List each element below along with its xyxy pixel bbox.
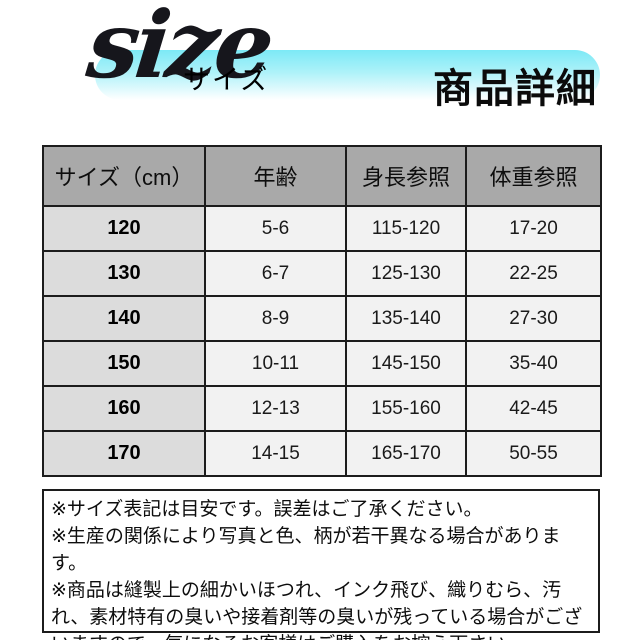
table-cell-height: 155-160 (345, 385, 467, 432)
table-cell-age: 12-13 (204, 385, 347, 432)
header-accent-bar (95, 50, 600, 100)
table-cell-size: 120 (42, 205, 206, 252)
size-table: サイズ（cm） 年齢 身長参照 体重参照 120 5-6 115-120 17-… (42, 145, 602, 477)
table-cell-weight: 22-25 (465, 250, 602, 297)
table-row: 140 8-9 135-140 27-30 (42, 295, 602, 342)
col-header-age: 年齢 (204, 145, 347, 207)
table-cell-weight: 42-45 (465, 385, 602, 432)
notes-box: ※サイズ表記は目安です。誤差はご了承ください。 ※生産の関係により写真と色、柄が… (42, 489, 600, 640)
table-cell-height: 135-140 (345, 295, 467, 342)
table-cell-size: 160 (42, 385, 206, 432)
table-cell-age: 6-7 (204, 250, 347, 297)
note-line: ※サイズ表記は目安です。誤差はご了承ください。 (51, 499, 483, 520)
note-line: ※商品は縫製上の細かいほつれ、インク飛び、織りむら、汚れ、素材特有の臭いや接着剤… (51, 580, 583, 640)
table-cell-size: 140 (42, 295, 206, 342)
table-cell-height: 145-150 (345, 340, 467, 387)
table-cell-weight: 50-55 (465, 430, 602, 477)
table-row: 160 12-13 155-160 42-45 (42, 385, 602, 432)
product-details-title: 商品詳細 (433, 67, 597, 111)
note-line: ※生産の関係により写真と色、柄が若干異なる場合があります。 (51, 526, 561, 574)
table-cell-weight: 17-20 (465, 205, 602, 252)
size-subtitle-jp: サイズ (183, 65, 270, 95)
table-cell-age: 14-15 (204, 430, 347, 477)
table-cell-age: 5-6 (204, 205, 347, 252)
table-row: 130 6-7 125-130 22-25 (42, 250, 602, 297)
table-header-row: サイズ（cm） 年齢 身長参照 体重参照 (42, 145, 602, 207)
col-header-size: サイズ（cm） (42, 145, 206, 207)
table-cell-age: 10-11 (204, 340, 347, 387)
table-row: 170 14-15 165-170 50-55 (42, 430, 602, 477)
table-cell-age: 8-9 (204, 295, 347, 342)
table-cell-size: 130 (42, 250, 206, 297)
table-cell-size: 150 (42, 340, 206, 387)
table-row: 150 10-11 145-150 35-40 (42, 340, 602, 387)
table-cell-height: 125-130 (345, 250, 467, 297)
table-cell-weight: 35-40 (465, 340, 602, 387)
col-header-height: 身長参照 (345, 145, 467, 207)
table-cell-weight: 27-30 (465, 295, 602, 342)
table-row: 120 5-6 115-120 17-20 (42, 205, 602, 252)
table-cell-height: 115-120 (345, 205, 467, 252)
table-cell-size: 170 (42, 430, 206, 477)
table-cell-height: 165-170 (345, 430, 467, 477)
col-header-weight: 体重参照 (465, 145, 602, 207)
